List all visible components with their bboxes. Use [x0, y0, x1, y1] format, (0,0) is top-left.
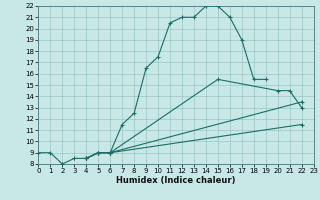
X-axis label: Humidex (Indice chaleur): Humidex (Indice chaleur): [116, 176, 236, 185]
